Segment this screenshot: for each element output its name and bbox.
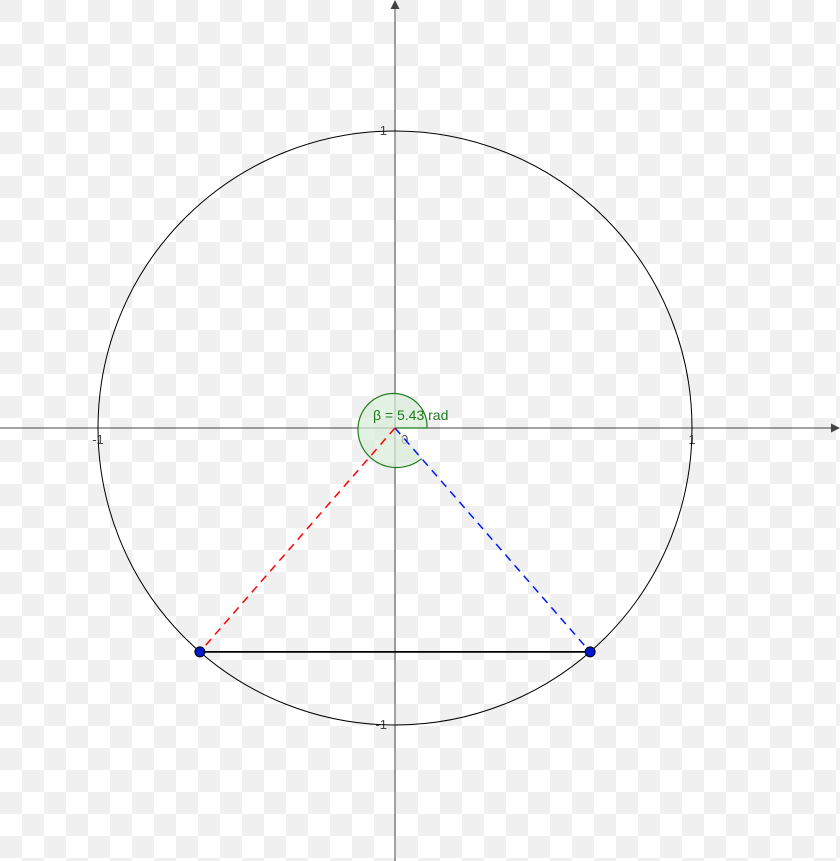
y-tick-label: 1 [380,123,387,138]
angle-label: β = 5.43 rad [373,407,448,423]
unit-circle-diagram: -101-11β = 5.43 rad [0,0,840,861]
point-p1 [585,647,595,657]
point-p2 [195,647,205,657]
background-checker [0,0,840,861]
